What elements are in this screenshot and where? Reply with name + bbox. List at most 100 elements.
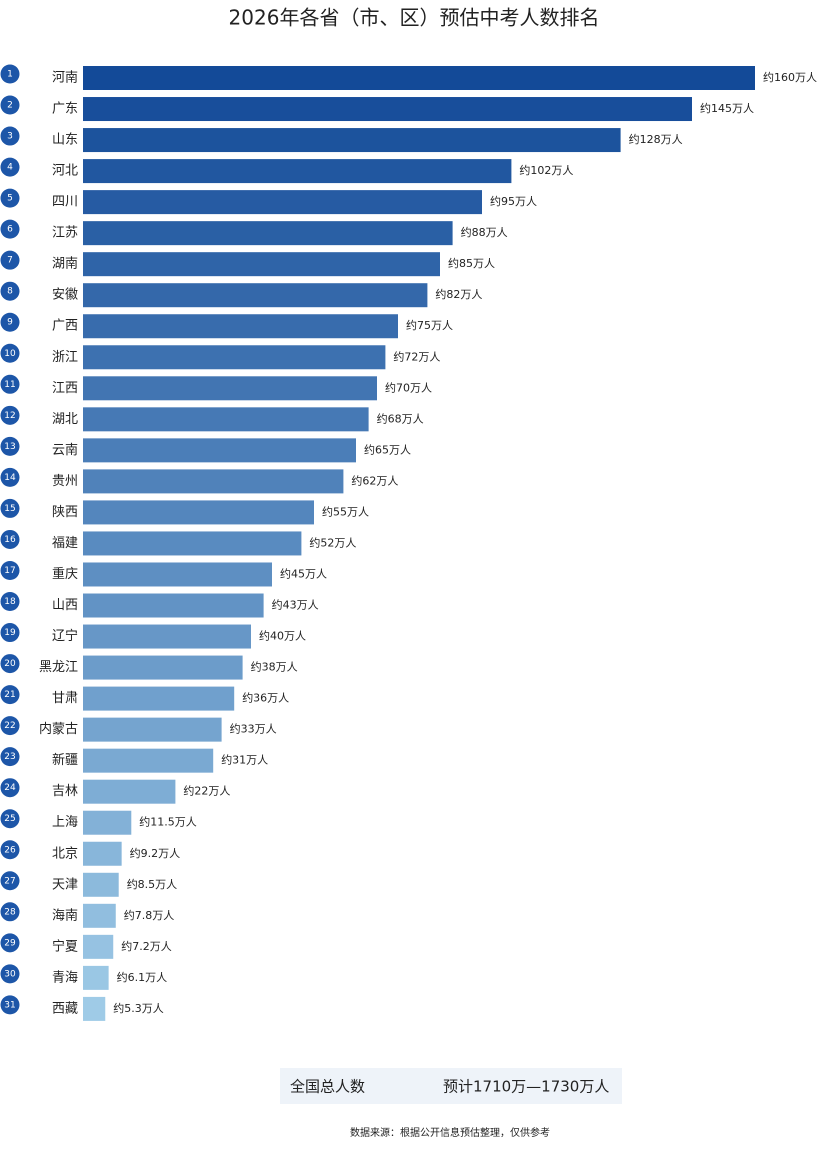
category-label: 江苏 <box>52 225 78 241</box>
bar <box>83 252 440 277</box>
category-label: 天津 <box>52 877 78 892</box>
rank-badge <box>0 685 20 705</box>
rank-badge <box>0 964 20 984</box>
bar <box>83 686 235 711</box>
rank-badge <box>0 529 20 549</box>
rank-badge <box>0 995 20 1015</box>
category-label: 山东 <box>52 133 78 148</box>
value-label: 约55万人 <box>322 505 369 518</box>
bar <box>83 562 272 587</box>
value-label: 约33万人 <box>230 723 277 736</box>
bar <box>83 97 692 122</box>
rank-number: 1 <box>7 70 13 80</box>
rank-number: 12 <box>4 411 15 421</box>
rank-number: 14 <box>4 473 16 483</box>
rank-number: 29 <box>4 938 16 948</box>
category-label: 海南 <box>52 907 78 923</box>
category-label: 宁夏 <box>52 938 78 954</box>
bar <box>83 655 243 680</box>
bar <box>83 376 377 401</box>
bar <box>83 66 755 90</box>
bar <box>83 841 122 866</box>
rank-number: 26 <box>4 845 16 855</box>
value-label: 约8.5万人 <box>127 878 178 891</box>
rank-number: 3 <box>7 132 13 142</box>
rank-badge <box>0 840 20 860</box>
bar <box>83 314 398 339</box>
rank-number: 11 <box>4 380 15 390</box>
value-label: 约7.2万人 <box>121 940 171 953</box>
category-label: 四川 <box>52 195 78 210</box>
rank-badge <box>0 747 20 767</box>
bar <box>83 872 119 897</box>
bar <box>83 500 314 525</box>
bar <box>83 531 302 556</box>
category-label: 河北 <box>52 164 78 179</box>
rank-badge <box>0 312 20 332</box>
category-label: 河南 <box>52 70 78 86</box>
rank-number: 2 <box>7 101 13 111</box>
value-label: 约82万人 <box>435 288 482 301</box>
bar <box>83 190 482 215</box>
rank-badge <box>0 809 20 829</box>
bar <box>83 221 453 246</box>
rank-badge <box>0 64 20 84</box>
rank-number: 6 <box>7 225 13 235</box>
bar <box>83 934 114 959</box>
chart-title: 2026年各省（市、区）预估中考人数排名 <box>229 6 600 30</box>
rank-badge <box>0 436 20 456</box>
rank-number: 31 <box>4 1000 15 1010</box>
bar <box>83 965 109 990</box>
rank-badge <box>0 250 20 270</box>
value-label: 约95万人 <box>490 195 537 208</box>
category-label: 浙江 <box>52 350 78 365</box>
category-label: 北京 <box>52 846 78 861</box>
category-label: 湖北 <box>52 412 78 427</box>
rank-badge <box>0 778 20 798</box>
rank-badge <box>0 405 20 425</box>
value-label: 约128万人 <box>629 133 683 146</box>
rank-badge <box>0 126 20 146</box>
value-label: 约43万人 <box>272 599 319 612</box>
rank-badge <box>0 498 20 518</box>
rank-badge <box>0 95 20 115</box>
value-label: 约68万人 <box>377 412 424 425</box>
value-label: 约7.8万人 <box>124 909 175 922</box>
category-label: 甘肃 <box>52 691 78 706</box>
bar <box>83 128 621 153</box>
bar <box>83 748 214 773</box>
rank-number: 10 <box>4 349 16 359</box>
value-label: 约102万人 <box>519 164 573 177</box>
rank-number: 30 <box>4 969 16 979</box>
rank-number: 27 <box>4 876 15 886</box>
source-note: 数据来源：根据公开信息预估整理，仅供参考 <box>350 1126 550 1139</box>
category-label: 云南 <box>52 442 78 458</box>
bar <box>83 624 251 649</box>
rank-badge <box>0 188 20 208</box>
category-label: 陕西 <box>52 505 78 520</box>
bar <box>83 438 356 463</box>
rank-number: 16 <box>4 535 16 545</box>
value-label: 约9.2万人 <box>130 847 181 860</box>
category-label: 安徽 <box>52 288 78 303</box>
category-label: 福建 <box>52 536 78 551</box>
value-label: 约31万人 <box>221 754 268 767</box>
category-label: 吉林 <box>52 784 78 799</box>
bar <box>83 469 344 494</box>
rank-number: 13 <box>4 442 15 452</box>
value-label: 约65万人 <box>364 443 411 456</box>
rank-number: 7 <box>7 256 13 266</box>
rank-number: 20 <box>4 659 16 669</box>
bar <box>83 283 428 308</box>
value-label: 约22万人 <box>183 785 230 798</box>
value-label: 约52万人 <box>309 536 356 549</box>
rank-number: 9 <box>7 318 13 328</box>
category-label: 新疆 <box>52 752 78 768</box>
rank-badge <box>0 560 20 580</box>
rank-badge <box>0 871 20 891</box>
category-label: 广东 <box>52 102 78 117</box>
rank-badge <box>0 281 20 301</box>
bar <box>83 593 264 618</box>
rank-badge <box>0 343 20 363</box>
